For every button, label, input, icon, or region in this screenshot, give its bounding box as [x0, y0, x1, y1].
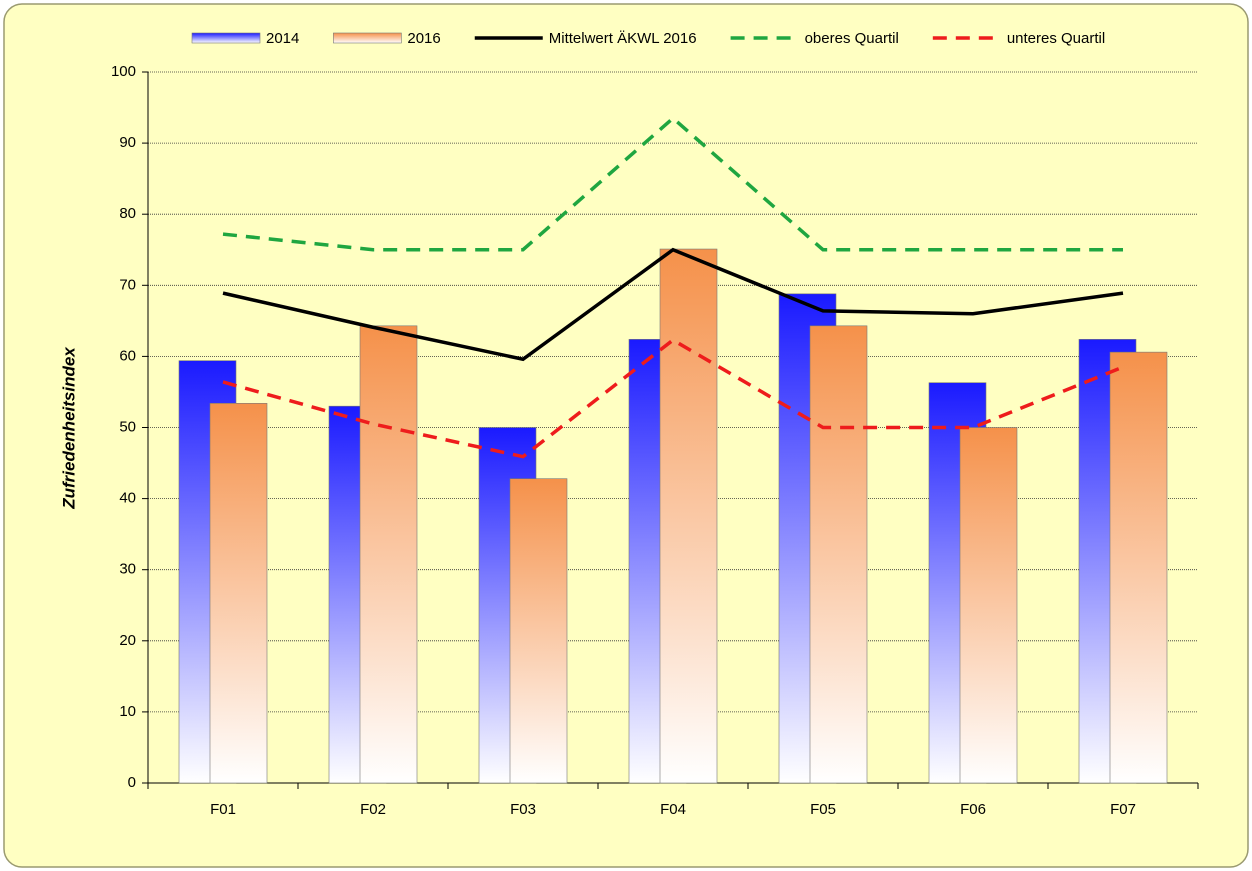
y-tick-label: 20: [119, 632, 136, 649]
y-tick-label: 100: [111, 63, 136, 80]
y-axis-label: Zufriedenheitsindex: [59, 346, 78, 510]
legend-swatch: [333, 32, 402, 44]
x-tick-label: F01: [210, 801, 236, 818]
x-tick-label: F04: [660, 801, 686, 818]
line: [222, 247, 1124, 362]
y-tick-label: 60: [119, 347, 136, 364]
line: [222, 115, 1123, 252]
y-tick-label: 50: [119, 418, 136, 435]
y-tick-label: 0: [128, 774, 136, 791]
bar: [509, 478, 568, 784]
bar: [1109, 351, 1168, 784]
x-tick-label: F06: [960, 801, 986, 818]
x-tick-label: F05: [810, 801, 836, 818]
y-tick-label: 80: [119, 205, 136, 222]
bar: [659, 248, 718, 784]
x-tick-label: F07: [1110, 801, 1136, 818]
legend-label: 2014: [266, 30, 299, 47]
x-tick-label: F03: [510, 801, 536, 818]
y-tick-label: 90: [119, 134, 136, 151]
y-tick-label: 10: [119, 703, 136, 720]
bar: [809, 325, 868, 784]
y-tick-label: 70: [119, 276, 136, 293]
legend-label: oberes Quartil: [805, 30, 899, 47]
bar: [209, 403, 268, 784]
legend-label: unteres Quartil: [1007, 30, 1105, 47]
legend-swatch: [191, 32, 261, 44]
y-tick-label: 40: [119, 490, 136, 507]
x-tick-label: F02: [360, 801, 386, 818]
bar: [959, 427, 1018, 784]
y-tick-label: 30: [119, 561, 136, 578]
legend-label: 2016: [407, 30, 440, 47]
bar: [359, 325, 418, 784]
legend-label: Mittelwert ÄKWL 2016: [549, 30, 697, 47]
